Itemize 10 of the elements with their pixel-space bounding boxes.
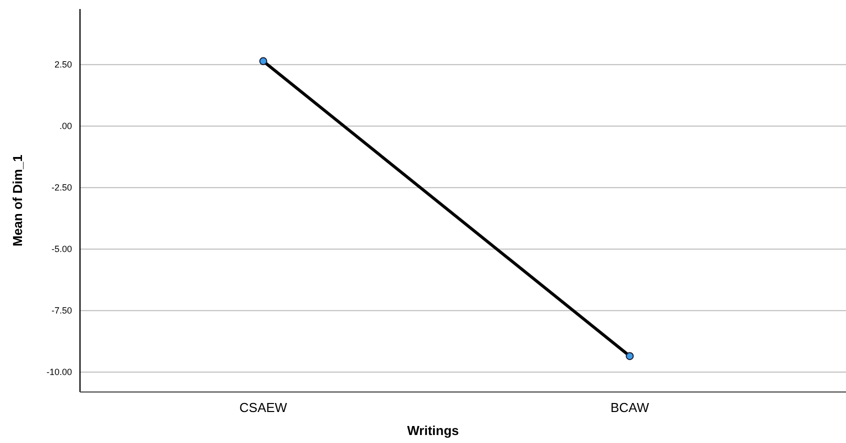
y-axis-title: Mean of Dim_1 (10, 154, 25, 246)
x-tick-label: CSAEW (239, 400, 288, 415)
y-tick-label: -7.50 (51, 306, 72, 316)
y-tick-label: -2.50 (51, 182, 72, 193)
x-axis-title: Writings (407, 423, 459, 438)
y-tick-label: .00 (59, 121, 72, 132)
y-tick-label: 2.50 (54, 60, 72, 70)
x-tick-label: BCAW (610, 400, 650, 415)
y-tick-label: -10.00 (46, 367, 72, 378)
y-tick-label: -5.00 (51, 244, 72, 254)
